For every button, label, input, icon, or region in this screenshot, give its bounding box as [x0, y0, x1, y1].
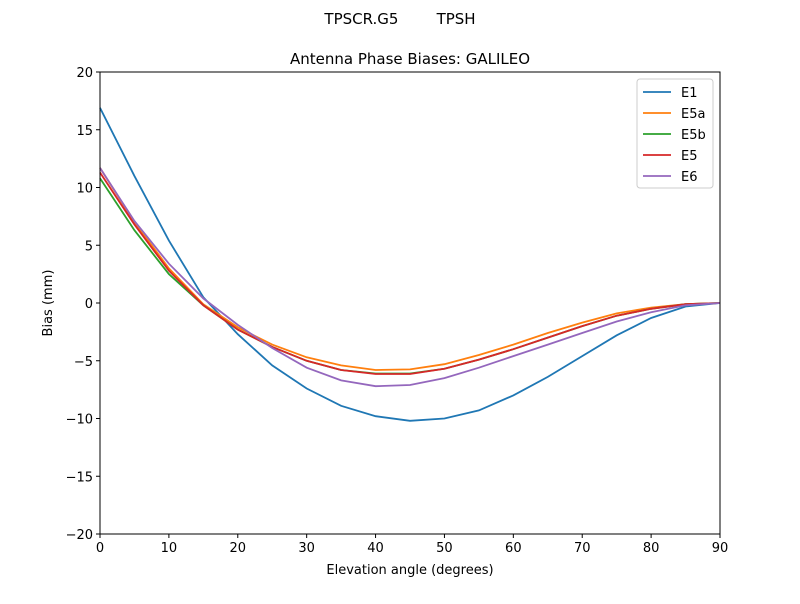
legend-box — [636, 78, 714, 189]
y-tick-label: 0 — [85, 297, 93, 312]
x-tick-label: 50 — [436, 541, 453, 556]
y-axis-label: Bias (mm) — [41, 270, 56, 337]
x-axis-label: Elevation angle (degrees) — [326, 563, 493, 578]
legend-label-E1: E1 — [681, 86, 698, 101]
legend-label-E5: E5 — [681, 149, 698, 164]
legend-label-E5a: E5a — [681, 107, 705, 122]
x-tick-label: 70 — [574, 541, 591, 556]
y-tick-label: −10 — [66, 413, 93, 428]
x-tick-label: 0 — [96, 541, 104, 556]
series-line-E5 — [99, 172, 721, 375]
y-tick-label: 5 — [85, 239, 93, 254]
x-tick-label: 40 — [367, 541, 384, 556]
axes-frame — [99, 71, 721, 535]
x-tick-label: 60 — [505, 541, 522, 556]
series-line-E5b — [99, 177, 721, 375]
series-line-E6 — [99, 167, 721, 388]
series-line-E5a — [99, 167, 721, 371]
legend-label-E6: E6 — [681, 170, 698, 185]
x-tick-label: 20 — [230, 541, 247, 556]
y-tick-label: 20 — [76, 66, 93, 81]
x-tick-label: 80 — [643, 541, 660, 556]
legend-label-E5b: E5b — [681, 128, 706, 143]
y-tick-label: 15 — [76, 124, 93, 139]
x-tick-label: 90 — [712, 541, 729, 556]
y-tick-label: −5 — [74, 355, 93, 370]
x-tick-label: 30 — [298, 541, 315, 556]
y-tick-label: −20 — [66, 528, 93, 543]
chart-title: Antenna Phase Biases: GALILEO — [290, 50, 530, 68]
y-tick-label: 10 — [76, 182, 93, 197]
y-tick-label: −15 — [66, 470, 93, 485]
figure-suptitle: TPSCR.G5 TPSH — [323, 10, 475, 28]
x-tick-label: 10 — [161, 541, 178, 556]
